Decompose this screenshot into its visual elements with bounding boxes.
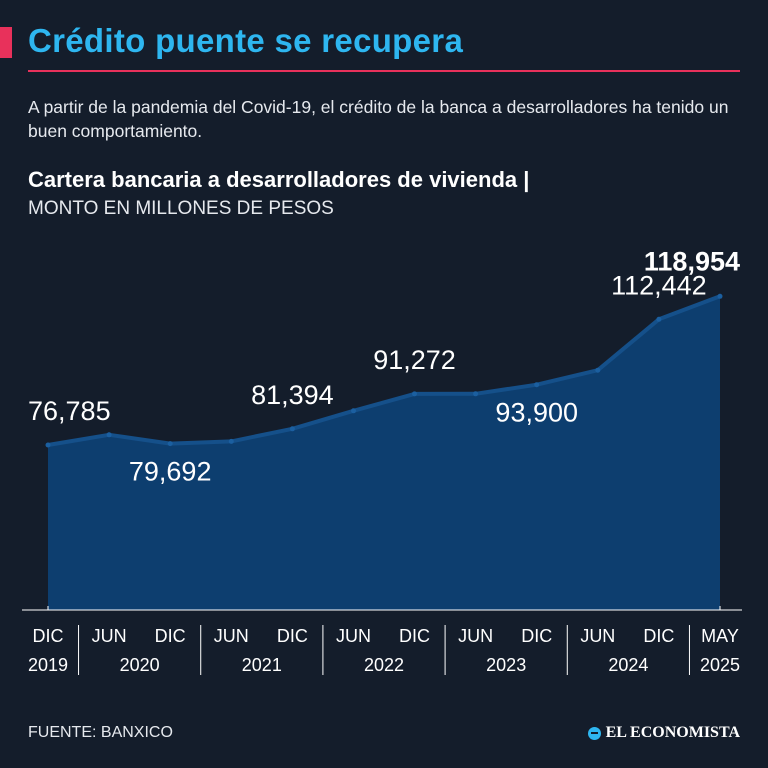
data-label-6: 91,272 — [373, 345, 456, 375]
x-tick-label-1: JUN — [92, 626, 127, 646]
x-year-label-2023: 2023 — [486, 655, 526, 675]
brand-icon — [587, 726, 601, 740]
x-tick-label-7: JUN — [458, 626, 493, 646]
brand-logo: EL ECONOMISTA — [587, 724, 740, 742]
x-tick-label-0: DIC — [33, 626, 64, 646]
data-point-3 — [228, 438, 234, 444]
x-year-label-2020: 2020 — [120, 655, 160, 675]
brand-name: EL ECONOMISTA — [605, 724, 740, 741]
chart-units: MONTO EN MILLONES DE PESOS — [28, 198, 334, 219]
data-point-10 — [656, 316, 662, 322]
x-year-label-2022: 2022 — [364, 655, 404, 675]
source-note: FUENTE: BANXICO — [28, 724, 173, 741]
data-point-5 — [351, 408, 356, 414]
data-label-0: 76,785 — [28, 396, 111, 426]
data-point-9 — [595, 367, 601, 373]
chart-title: Cartera bancaria a desarrolladores de vi… — [28, 167, 530, 192]
data-label-4: 81,394 — [251, 380, 334, 410]
x-tick-label-4: DIC — [277, 626, 308, 646]
series-line — [47, 294, 721, 447]
x-year-label-2024: 2024 — [608, 655, 648, 675]
x-tick-label-10: DIC — [643, 626, 674, 646]
data-label-2: 79,692 — [129, 457, 212, 487]
data-label-10: 112,442 — [611, 270, 707, 300]
x-year-label-2021: 2021 — [242, 655, 282, 675]
x-year-label-2019: 2019 — [28, 655, 68, 675]
page-subtitle: A partir de la pandemia del Covid-19, el… — [28, 97, 729, 141]
x-tick-label-11: MAY — [701, 626, 739, 646]
page-title: Crédito puente se recupera — [28, 22, 464, 59]
data-label-11: 118,954 — [644, 246, 740, 276]
data-point-8 — [534, 382, 540, 388]
x-tick-label-9: JUN — [580, 626, 615, 646]
data-point-7 — [473, 391, 479, 397]
data-point-11 — [717, 293, 723, 299]
data-point-0 — [45, 442, 51, 448]
title-accent-bar — [0, 27, 12, 58]
data-label-8: 93,900 — [495, 398, 578, 428]
data-point-2 — [167, 441, 173, 447]
x-tick-label-2: DIC — [155, 626, 186, 646]
x-year-label-2025: 2025 — [700, 655, 740, 675]
data-point-1 — [106, 432, 112, 438]
x-tick-label-3: JUN — [214, 626, 249, 646]
title-divider — [28, 70, 740, 72]
area-fill — [48, 296, 720, 610]
x-tick-label-6: DIC — [399, 626, 430, 646]
x-tick-label-5: JUN — [336, 626, 371, 646]
data-point-6 — [412, 391, 417, 397]
x-tick-label-8: DIC — [521, 626, 552, 646]
data-point-4 — [289, 426, 295, 432]
